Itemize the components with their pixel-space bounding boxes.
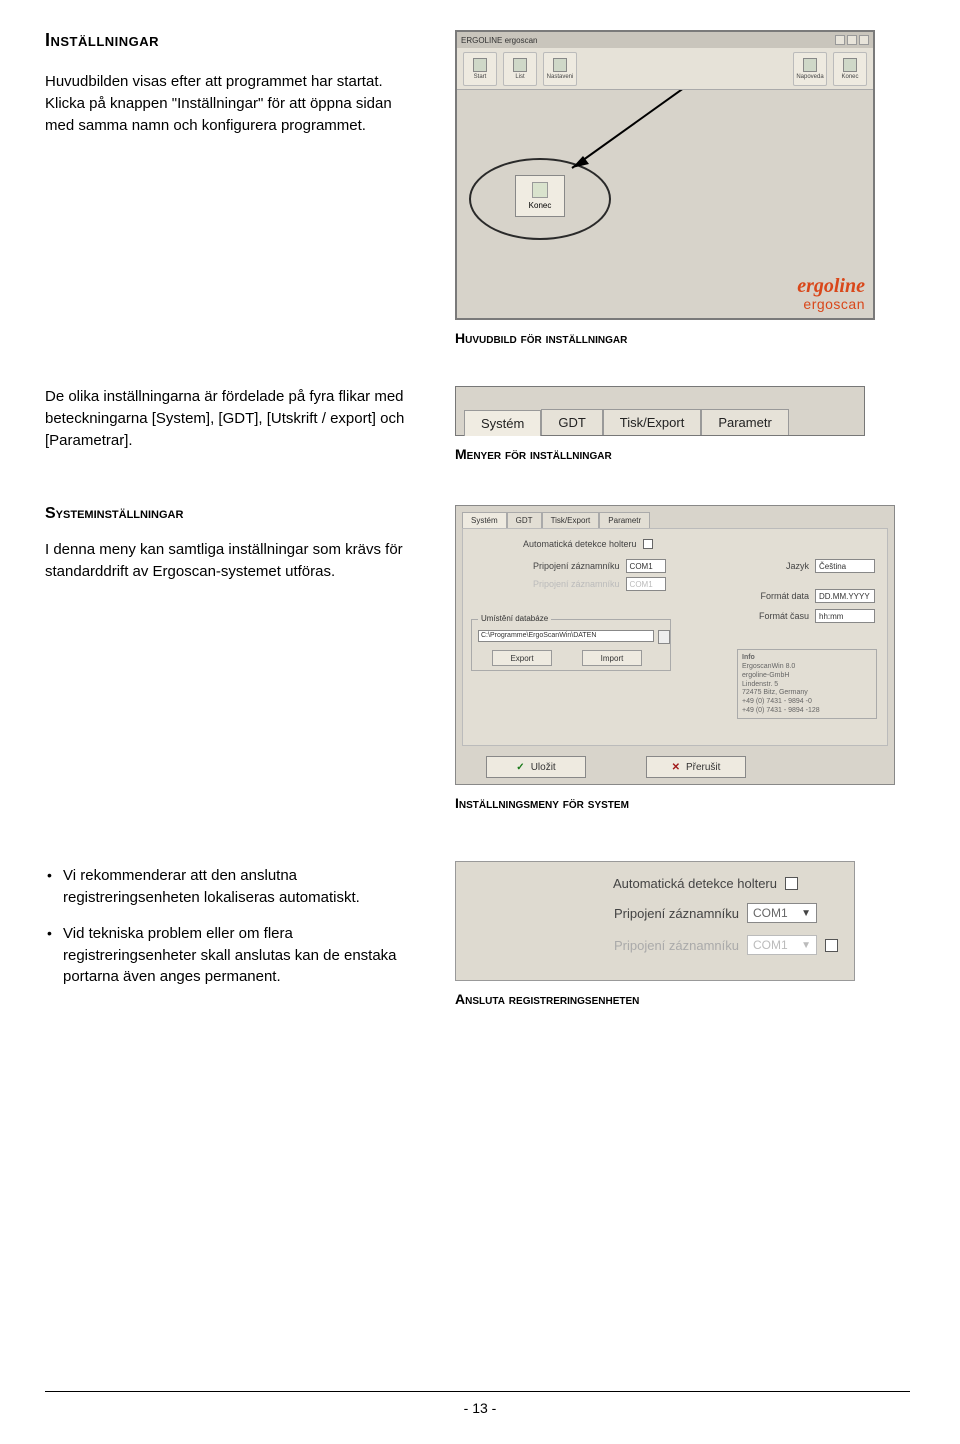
body-installningar: Huvudbilden visas efter att programmet h… — [45, 71, 425, 136]
caption-huvudbild: Huvudbild för inställningar — [455, 330, 910, 346]
caption-ansluta: Ansluta registreringsenheten — [455, 991, 910, 1007]
bullet-list: Vi rekommenderar att den anslutna regist… — [45, 865, 425, 988]
conn-select-1[interactable]: COM1 ▼ — [747, 903, 817, 923]
toolbar-icon — [513, 58, 527, 72]
cancel-button[interactable]: ✕ Přerušit — [646, 756, 746, 778]
window-title-text: ERGOLINE ergoscan — [461, 36, 537, 45]
screenshot-connection-detail: Automatická detekce holteru Pripojení zá… — [455, 861, 855, 981]
chevron-down-icon: ▼ — [801, 908, 811, 919]
save-button[interactable]: ✓ Uložit — [486, 756, 586, 778]
maximize-icon — [847, 35, 857, 45]
toolbar-btn-3[interactable]: Napoveda — [793, 52, 827, 86]
screenshot-tabs: Systém GDT Tisk/Export Parametr — [455, 386, 865, 436]
dlg-tab-param[interactable]: Parametr — [599, 512, 650, 528]
konec-label: Konec — [529, 201, 552, 210]
footer-divider — [45, 1391, 910, 1392]
db-path-field[interactable]: C:\Programme\ErgoScanWin\DATEN — [478, 630, 654, 642]
konec-button[interactable]: Konec — [515, 175, 565, 217]
brand-ergoline: ergoline — [797, 276, 865, 296]
brand-ergoscan: ergoscan — [797, 296, 865, 312]
toolbar-btn-2[interactable]: Nastaveni — [543, 52, 577, 86]
tab-gdt[interactable]: GDT — [541, 409, 602, 435]
chevron-down-icon: ▼ — [801, 940, 811, 951]
dlg-tab-system[interactable]: Systém — [462, 512, 507, 528]
auto-detect-checkbox[interactable] — [643, 539, 653, 549]
date-label: Formát data — [760, 591, 809, 601]
info-line: +49 (0) 7431 - 9894 -0 — [742, 698, 872, 707]
section-installningar: Inställningar Huvudbilden visas efter at… — [45, 30, 910, 346]
auto-detect-checkbox-2[interactable] — [785, 877, 798, 890]
heading-systeminstallningar: Systeminställningar — [45, 505, 425, 523]
tab-system[interactable]: Systém — [464, 410, 541, 436]
bullet-item: Vi rekommenderar att den anslutna regist… — [45, 865, 425, 909]
info-title: Info — [742, 654, 872, 663]
body-systeminstallningar: I denna meny kan samtliga inställningar … — [45, 539, 425, 583]
close-icon — [859, 35, 869, 45]
import-button[interactable]: Import — [582, 650, 642, 666]
window-titlebar: ERGOLINE ergoscan — [457, 32, 873, 48]
section-ansluta: Vi rekommenderar att den anslutna regist… — [45, 861, 910, 1007]
screenshot-system-dialog: Systém GDT Tisk/Export Parametr Automati… — [455, 505, 895, 785]
toolbar-btn-1[interactable]: List — [503, 52, 537, 86]
conn-label-1: Pripojení záznamníku — [614, 906, 739, 921]
info-box: Info ErgoscanWin 8.0 ergoline-GmbH Linde… — [737, 649, 877, 719]
info-line: ergoline-GmbH — [742, 672, 872, 681]
conn2-label: Pripojení záznamníku — [533, 579, 620, 589]
time-select[interactable]: hh:mm — [815, 609, 875, 623]
heading-installningar: Inställningar — [45, 30, 425, 51]
dlg-tab-gdt[interactable]: GDT — [507, 512, 542, 528]
conn-select-2[interactable]: COM1 ▼ — [747, 935, 817, 955]
conn2-select[interactable]: COM1 — [626, 577, 666, 591]
konec-icon — [532, 182, 548, 198]
info-line: 72475 Bitz, Germany — [742, 689, 872, 698]
toolbar-icon — [553, 58, 567, 72]
db-browse-button[interactable] — [658, 630, 670, 644]
toolbar-icon — [803, 58, 817, 72]
auto-detect-label: Automatická detekce holteru — [523, 539, 637, 549]
brand-logo: ergoline ergoscan — [797, 276, 865, 312]
toolbar-icon — [473, 58, 487, 72]
conn1-label: Pripojení záznamníku — [533, 561, 620, 571]
conn-label-2: Pripojení záznamníku — [614, 938, 739, 953]
dlg-tab-tisk[interactable]: Tisk/Export — [542, 512, 600, 528]
caption-installningsmeny: Inställningsmeny för system — [455, 795, 910, 811]
info-line: +49 (0) 7431 - 9894 -128 — [742, 707, 872, 716]
time-label: Formát času — [759, 611, 809, 621]
conn1-select[interactable]: COM1 — [626, 559, 666, 573]
main-toolbar: Start List Nastaveni Napoveda Konec — [457, 48, 873, 90]
section-system-installningar: Systeminställningar I denna meny kan sam… — [45, 505, 910, 811]
x-icon: ✕ — [672, 762, 680, 773]
page-number: - 13 - — [0, 1400, 960, 1416]
toolbar-btn-0[interactable]: Start — [463, 52, 497, 86]
lang-select[interactable]: Čeština — [815, 559, 875, 573]
toolbar-icon — [843, 58, 857, 72]
date-select[interactable]: DD.MM.YYYY — [815, 589, 875, 603]
bullet-item: Vid tekniska problem eller om flera regi… — [45, 923, 425, 988]
minimize-icon — [835, 35, 845, 45]
info-line: Lindenstr. 5 — [742, 681, 872, 690]
info-line: ErgoscanWin 8.0 — [742, 663, 872, 672]
conn-checkbox-2[interactable] — [825, 939, 838, 952]
db-group: Umístění databáze C:\Programme\ErgoScanW… — [471, 619, 671, 671]
caption-menyer: Menyer för inställningar — [455, 446, 910, 462]
section-tabs: De olika inställningarna är fördelade på… — [45, 386, 910, 465]
auto-detect-label-2: Automatická detekce holteru — [613, 876, 777, 891]
toolbar-btn-4[interactable]: Konec — [833, 52, 867, 86]
check-icon: ✓ — [516, 762, 524, 773]
body-tabs: De olika inställningarna är fördelade på… — [45, 386, 425, 451]
screenshot-main-window: ERGOLINE ergoscan Start List Nastaveni N… — [455, 30, 875, 320]
tab-parametr[interactable]: Parametr — [701, 409, 788, 435]
db-group-label: Umístění databáze — [478, 614, 551, 623]
export-button[interactable]: Export — [492, 650, 552, 666]
tab-tisk-export[interactable]: Tisk/Export — [603, 409, 702, 435]
lang-label: Jazyk — [786, 561, 809, 571]
